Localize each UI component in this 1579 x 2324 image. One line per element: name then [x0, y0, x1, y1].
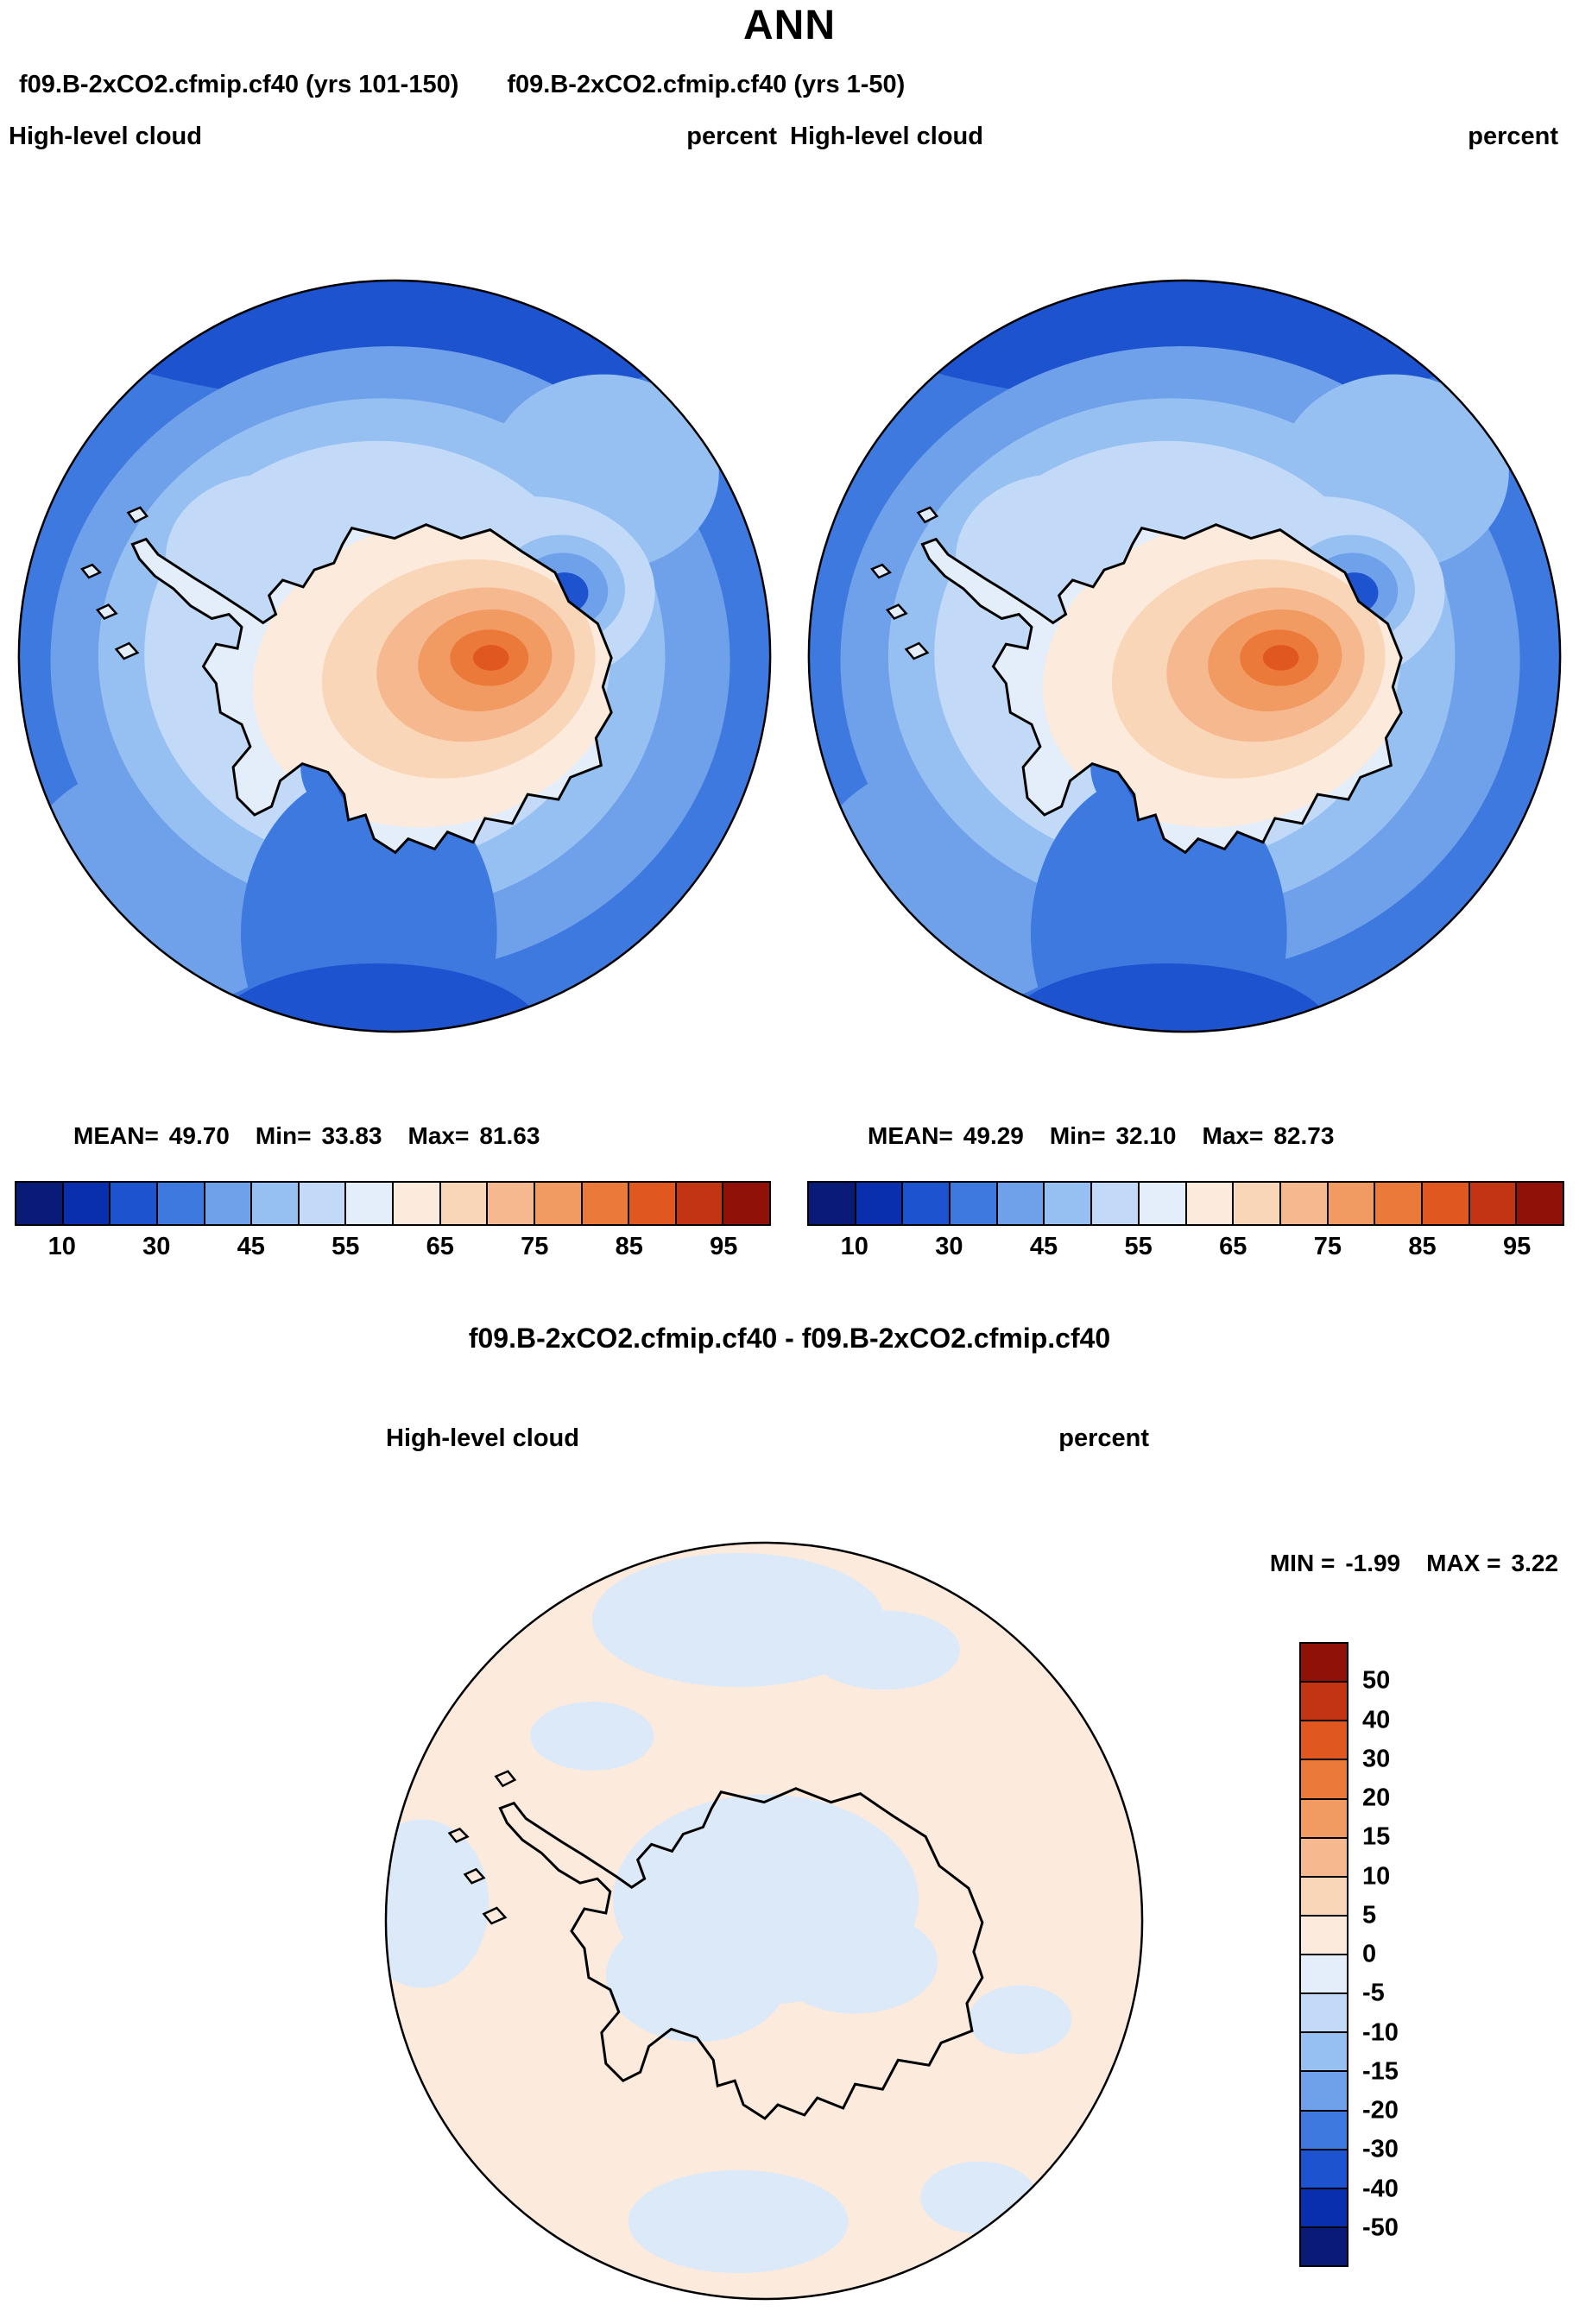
colorbar-diff: 50 40 30 20 15 10 5 0 -5 -10 -15 -20 -30 -40 -50 [1299, 1642, 1399, 2267]
page-title: ANN [743, 3, 836, 48]
mean-value: 49.70 [168, 1122, 230, 1149]
colorbar-cells [807, 1181, 1564, 1226]
minmax-stats: MIN = -1.99 MAX = 3.22 [863, 1550, 1558, 1577]
max-value: 82.73 [1273, 1122, 1335, 1149]
units-label-right: percent [1468, 123, 1558, 150]
min-value: -1.99 [1345, 1550, 1401, 1576]
colorbar-cells [1299, 1642, 1348, 2267]
min-label: MIN = [1269, 1550, 1336, 1576]
colorbar-tick-labels: 10 30 45 55 65 75 85 95 [840, 1233, 1532, 1260]
min-value: 32.10 [1115, 1122, 1177, 1149]
units-label-left: percent [686, 123, 777, 150]
diff-title: f09.B-2xCO2.cfmip.cf40 - f09.B-2xCO2.cfm… [468, 1323, 1111, 1354]
min-label: Min= [255, 1122, 312, 1149]
field-label-diff: High-level cloud [386, 1424, 579, 1452]
min-value: 33.83 [321, 1122, 382, 1149]
field-label-left: High-level cloud [9, 123, 202, 150]
case-subtitles: f09.B-2xCO2.cfmip.cf40 (yrs 101-150) f09… [19, 71, 905, 99]
case-title-right: f09.B-2xCO2.cfmip.cf40 (yrs 1-50) [507, 71, 906, 98]
max-value: 81.63 [479, 1122, 540, 1149]
max-value: 3.22 [1511, 1550, 1559, 1576]
polar-map-diff [377, 1534, 1151, 2308]
max-label: MAX = [1426, 1550, 1501, 1576]
min-label: Min= [1049, 1122, 1106, 1149]
colorbar-right: 10 30 45 55 65 75 85 95 [807, 1181, 1564, 1260]
stats-left: MEAN= 49.70 Min= 33.83 Max= 81.63 [73, 1122, 540, 1150]
polar-map-right [800, 272, 1569, 1040]
stats-right: MEAN= 49.29 Min= 32.10 Max= 82.73 [868, 1122, 1334, 1150]
colorbar-tick-labels: 50 40 30 20 15 10 5 0 -5 -10 -15 -20 -30 -40 -50 [1362, 1666, 1399, 2242]
colorbar-cells [15, 1181, 771, 1226]
case-title-left: f09.B-2xCO2.cfmip.cf40 (yrs 101-150) [19, 71, 459, 98]
mean-value: 49.29 [963, 1122, 1024, 1149]
polar-map-left [10, 272, 779, 1040]
field-label-right: High-level cloud [790, 123, 983, 150]
mean-label: MEAN= [868, 1122, 953, 1149]
max-label: Max= [407, 1122, 470, 1149]
mean-label: MEAN= [73, 1122, 159, 1149]
units-label-diff: percent [1058, 1424, 1149, 1452]
colorbar-tick-labels: 10 30 45 55 65 75 85 95 [47, 1233, 738, 1260]
max-label: Max= [1202, 1122, 1264, 1149]
colorbar-left: 10 30 45 55 65 75 85 95 [15, 1181, 771, 1260]
